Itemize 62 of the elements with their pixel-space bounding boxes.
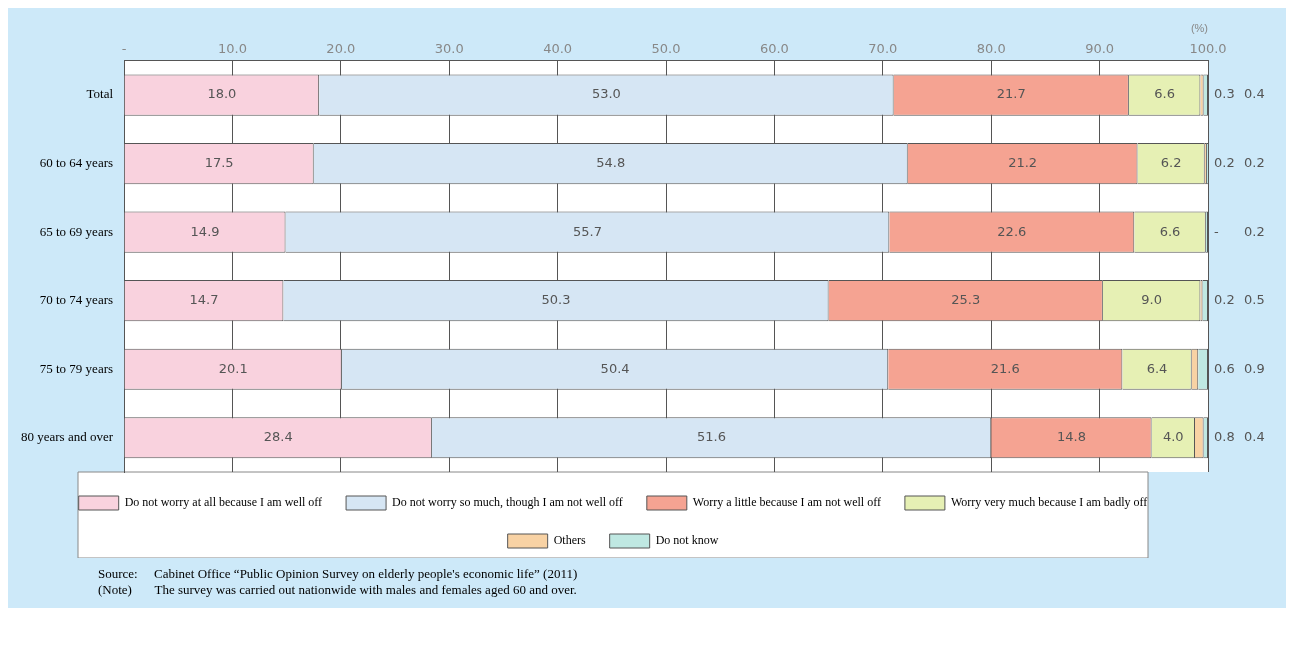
data-label: 0.8 [1214,429,1235,445]
data-label: 6.6 [1154,86,1175,102]
y-tick-label: 65 to 69 years [39,223,114,239]
x-tick-label: 50.0 [651,41,681,57]
legend-label: Worry a little because I am not well off [692,495,881,510]
data-label: 14.7 [189,292,219,308]
legend-label: Do not know [655,533,719,548]
data-label: 54.8 [596,154,626,170]
data-label: 22.6 [997,223,1027,239]
data-label: 0.6 [1214,360,1235,376]
data-label: 0.2 [1244,223,1265,239]
data-label: 50.4 [600,360,630,376]
y-tick-label: 70 to 74 years [39,292,114,308]
data-label: 9.0 [1141,292,1162,308]
data-label: 14.8 [1056,429,1086,445]
data-label: 0.5 [1244,292,1265,308]
data-label: 51.6 [697,429,727,445]
data-label: 0.4 [1244,86,1265,102]
data-label: 21.6 [990,360,1020,376]
x-tick-label: 100.0 [1189,41,1227,57]
data-label: 18.0 [207,86,237,102]
x-tick-label: 90.0 [1085,41,1115,57]
y-tick-label: 75 to 79 years [39,360,114,376]
x-tick-label: 30.0 [434,41,464,57]
data-label: 0.9 [1244,360,1265,376]
data-label: 53.0 [591,86,621,102]
x-tick-label: 10.0 [217,41,247,57]
data-label: 25.3 [951,292,981,308]
data-label: 28.4 [263,429,293,445]
data-label: 4.0 [1162,429,1184,445]
legend-label: Worry very much because I am badly off [950,495,1148,510]
data-label: 0.4 [1244,429,1265,445]
x-tick-label: 70.0 [868,41,898,57]
x-axis-title: (%) [1190,21,1208,34]
text: - [1214,223,1219,239]
data-label: 55.7 [572,223,602,239]
data-label: 0.2 [1214,154,1235,170]
x-tick-label: 40.0 [543,41,573,57]
y-tick-label: 80 years and over [20,429,114,445]
data-label: 0.3 [1214,86,1235,102]
source-note: Source: Cabinet Office “Public Opinion Survey on elderly people's economic life” (2011) [98,566,579,582]
data-label: 6.6 [1159,223,1181,239]
legend-label: Do not worry so much, though I am not well off [392,495,623,510]
data-label: 21.2 [1008,154,1038,170]
x-tick-label: 20.0 [326,41,356,57]
y-tick-label: 60 to 64 years [39,155,114,171]
data-label: 17.5 [204,154,234,170]
data-label: 6.4 [1146,360,1168,376]
x-tick-label: 60.0 [759,41,789,57]
data-label: 6.2 [1160,154,1182,170]
x-tick-label: 80.0 [976,41,1006,57]
legend-label: Do not worry at all because I am well off [124,495,323,510]
text: (Note) The survey was carried out nationwide with males and females aged 60 and over. [98,582,578,598]
data-label: 21.7 [996,86,1026,102]
legend-label: Others [553,533,586,548]
data-label: 50.3 [541,292,571,308]
data-label: 0.2 [1214,292,1235,308]
data-label: 0.2 [1244,154,1265,170]
data-label: 20.1 [218,360,248,376]
data-label: 14.9 [190,223,220,239]
x-tick-label: - [121,41,127,57]
y-tick-label: Total [86,86,114,102]
